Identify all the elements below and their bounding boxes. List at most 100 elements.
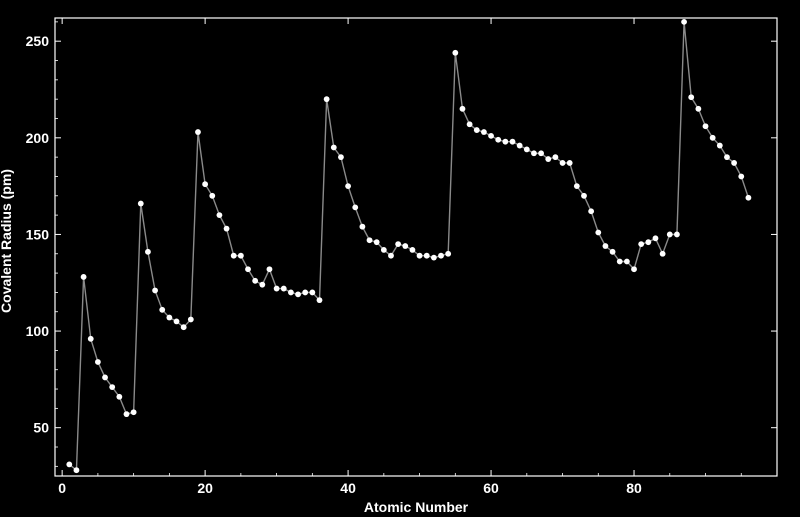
data-point <box>159 306 166 313</box>
y-axis-label: Covalent Radius (pm) <box>0 169 14 313</box>
plot-frame <box>54 17 778 477</box>
data-point <box>581 192 587 199</box>
data-point <box>345 183 351 190</box>
y-tick-label: 100 <box>26 323 50 339</box>
data-point <box>716 142 723 149</box>
data-point <box>588 208 595 215</box>
x-axis: 0 20 40 60 80 <box>58 18 742 496</box>
x-tick-label: 20 <box>197 480 213 496</box>
data-point <box>666 231 673 238</box>
data-point <box>616 258 623 265</box>
data-point <box>237 252 244 259</box>
x-tick-label: 40 <box>340 480 356 496</box>
data-point <box>473 127 480 133</box>
y-tick-label: 150 <box>26 226 50 242</box>
data-point <box>273 285 280 292</box>
data-point <box>280 285 287 292</box>
data-point <box>230 252 237 259</box>
data-point <box>509 138 516 145</box>
data-point <box>359 223 366 230</box>
plot-border <box>54 17 778 477</box>
data-point <box>395 241 402 248</box>
data-point <box>402 243 409 249</box>
data-point <box>552 154 559 161</box>
data-point <box>573 183 580 190</box>
data-point <box>502 138 509 145</box>
data-point <box>545 156 552 162</box>
data-point <box>731 160 738 166</box>
data-point <box>245 266 251 273</box>
data-point <box>323 96 330 103</box>
data-point <box>352 204 359 211</box>
data-point <box>209 192 216 199</box>
data-point <box>216 212 223 219</box>
data-point <box>302 289 309 296</box>
data-point <box>80 274 87 280</box>
data-point <box>295 291 301 298</box>
data-point <box>130 409 137 416</box>
data-point <box>495 136 502 143</box>
data-point <box>123 411 130 418</box>
data-point <box>309 289 316 296</box>
data-point <box>466 121 473 128</box>
data-point <box>430 254 437 261</box>
data-point <box>638 241 645 248</box>
x-tick-label: 60 <box>483 480 499 496</box>
x-tick-label: 0 <box>58 480 66 496</box>
data-point <box>388 252 394 259</box>
y-tick-label: 50 <box>33 420 49 436</box>
data-point <box>595 229 602 236</box>
data-point <box>423 252 430 259</box>
data-point <box>152 287 158 294</box>
data-point <box>187 316 194 323</box>
data-point <box>709 134 716 141</box>
data-point <box>102 374 108 381</box>
data-point <box>223 225 230 232</box>
data-point <box>645 239 652 246</box>
data-point <box>94 359 101 365</box>
x-tick-label: 80 <box>626 480 642 496</box>
data-point <box>416 252 423 259</box>
data-point <box>109 384 116 391</box>
data-point <box>166 314 173 321</box>
x-axis-label: Atomic Number <box>364 499 469 515</box>
data-point <box>330 144 337 151</box>
data-point <box>695 105 702 112</box>
data-point <box>602 243 609 249</box>
data-point <box>452 49 459 56</box>
data-point <box>252 277 259 284</box>
data-point <box>380 246 387 253</box>
data-point <box>288 289 294 296</box>
data-point <box>73 467 80 474</box>
data-point <box>137 200 144 207</box>
data-point <box>566 160 573 166</box>
data-point <box>631 266 637 273</box>
data-point <box>516 142 523 149</box>
data-point <box>688 94 695 101</box>
data-point <box>724 154 730 161</box>
data-point <box>538 150 544 157</box>
data-point <box>366 237 373 244</box>
data-point <box>259 281 266 288</box>
data-point <box>145 248 151 255</box>
data-point <box>681 18 687 25</box>
y-axis: 50 100 150 200 250 <box>26 21 777 467</box>
data-point <box>459 105 466 112</box>
data-point <box>623 258 630 265</box>
data-point <box>559 160 566 166</box>
data-point <box>338 154 344 161</box>
data-point <box>523 146 530 153</box>
series-layer <box>66 18 752 474</box>
data-point <box>373 239 380 246</box>
y-tick-label: 200 <box>26 130 50 146</box>
data-point <box>674 231 680 238</box>
data-point <box>652 235 659 242</box>
y-tick-label: 250 <box>26 33 50 49</box>
data-point <box>316 297 323 304</box>
data-point <box>195 129 201 135</box>
data-point <box>531 150 537 157</box>
data-point <box>438 252 444 259</box>
data-point <box>659 250 666 257</box>
